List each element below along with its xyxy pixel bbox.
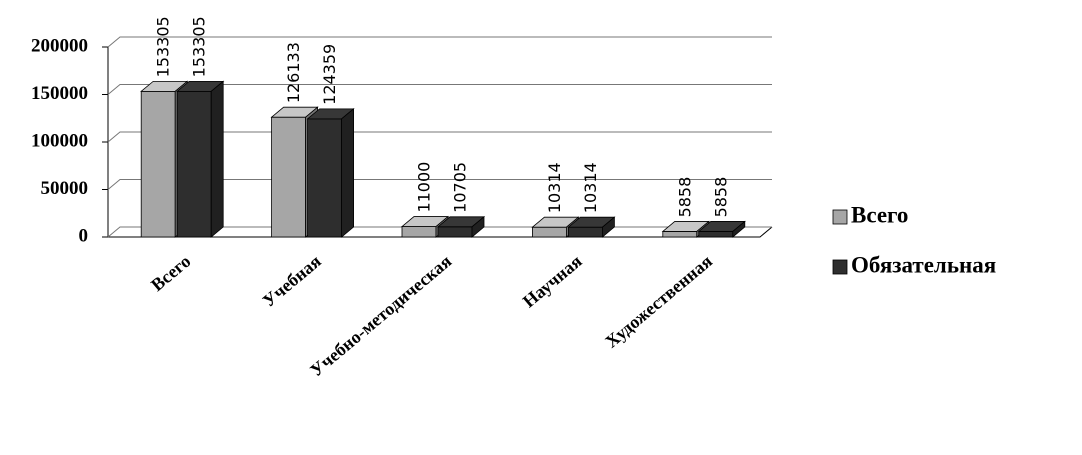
value-label: 5858 — [711, 177, 730, 218]
bar — [532, 226, 567, 238]
bar — [662, 231, 698, 238]
y-tick-label: 200000 — [31, 35, 88, 56]
value-label: 5858 — [675, 177, 694, 218]
legend-swatch — [832, 209, 848, 225]
bar — [568, 226, 603, 238]
legend-label: Обязательная — [851, 252, 996, 277]
y-tick-label: 150000 — [31, 83, 88, 104]
value-label: 126133 — [284, 42, 303, 103]
bar — [437, 226, 473, 238]
bar — [698, 231, 734, 238]
bar — [176, 90, 212, 238]
grid-line — [107, 36, 772, 48]
legend-swatch — [832, 259, 848, 275]
bar — [401, 226, 437, 238]
bar-side — [210, 80, 224, 238]
x-tick-label: Художественная — [601, 251, 716, 352]
x-tick-label: Всего — [147, 251, 194, 295]
value-label: 10314 — [581, 162, 600, 213]
y-tick-label: 50000 — [41, 178, 89, 199]
value-label: 124359 — [320, 44, 339, 105]
value-label: 10314 — [545, 162, 564, 213]
x-tick-label: Учебная — [259, 251, 325, 311]
y-tick-label: 0 — [79, 225, 89, 246]
x-tick-label: Научная — [519, 251, 586, 312]
bar — [140, 90, 176, 238]
grid-line — [107, 131, 772, 143]
bar-side — [471, 215, 485, 238]
bar-side — [341, 108, 355, 238]
value-label: 11000 — [415, 162, 434, 213]
grid-line — [107, 84, 772, 95]
y-tick-label: 100000 — [31, 130, 88, 151]
bar-side — [602, 216, 615, 238]
x-tick-label: Учебно-методическая — [306, 251, 455, 381]
bar-side — [732, 220, 746, 238]
bar — [307, 118, 343, 238]
value-label: 10705 — [451, 162, 470, 213]
value-label: 153305 — [190, 16, 209, 77]
grid-line — [107, 179, 772, 190]
value-label: 153305 — [154, 16, 173, 77]
bar — [271, 116, 307, 238]
legend-label: Всего — [851, 202, 908, 227]
